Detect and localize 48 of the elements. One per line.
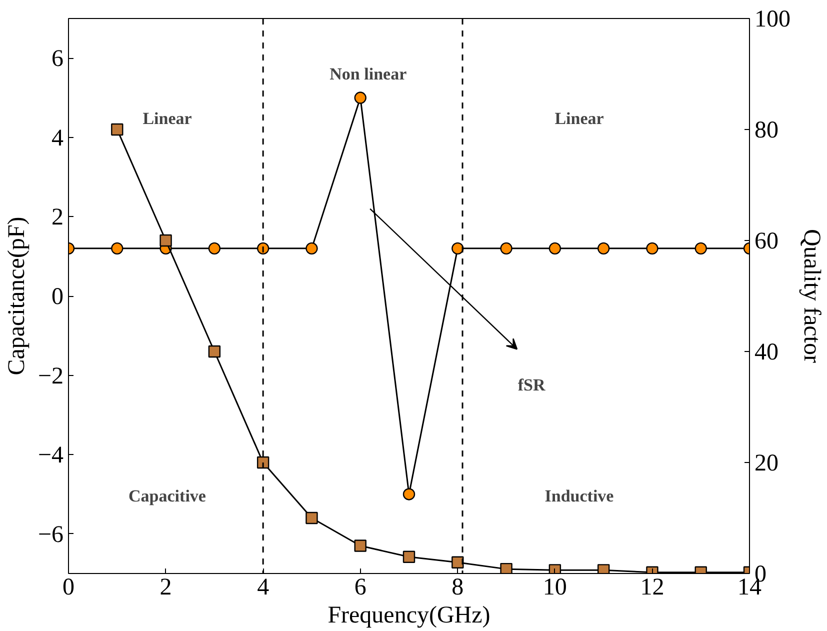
- y-tick-label: 4: [52, 125, 64, 152]
- y-axis-title: Capacitance(pF): [4, 216, 30, 376]
- point: [354, 92, 366, 104]
- y-tick-label: 6: [52, 46, 64, 72]
- point: [500, 562, 512, 574]
- point: [111, 242, 124, 255]
- y2-axis-title: Quality factor: [798, 229, 824, 363]
- annotation: fSR: [518, 375, 546, 394]
- y2-tick-label: 100: [754, 6, 790, 32]
- annotation: Non linear: [330, 64, 408, 84]
- point: [646, 242, 658, 255]
- point: [306, 242, 318, 255]
- x-tick-label: 2: [160, 574, 172, 600]
- y2-tick-label: 20: [754, 450, 778, 476]
- x-tick-label: 8: [452, 574, 464, 600]
- point: [694, 242, 707, 255]
- annotation: Capacitive: [128, 486, 206, 506]
- annotation: Linear: [554, 108, 604, 128]
- x-tick-label: 12: [640, 574, 664, 600]
- y2-tick-label: 80: [754, 118, 778, 144]
- y-tick-label: −6: [38, 522, 64, 548]
- point: [256, 456, 270, 469]
- point: [500, 242, 512, 255]
- x-tick-label: 10: [542, 574, 567, 600]
- point: [256, 242, 270, 255]
- point: [452, 242, 464, 255]
- y-tick-label: 0: [52, 284, 64, 310]
- point: [402, 488, 416, 500]
- point: [354, 540, 366, 552]
- annotation: Inductive: [544, 486, 614, 506]
- point: [306, 512, 318, 524]
- point: [160, 234, 172, 247]
- x-tick-label: 6: [354, 574, 366, 600]
- point: [208, 242, 221, 255]
- x-axis-title: Frequency(GHz): [328, 602, 490, 628]
- y2-tick-label: 40: [754, 340, 778, 366]
- point: [452, 556, 464, 568]
- y-tick-label: 2: [52, 204, 64, 231]
- y-tick-label: −4: [38, 442, 64, 469]
- x-tick-label: 4: [257, 574, 270, 600]
- point: [597, 242, 610, 255]
- y-tick-label: −2: [38, 363, 64, 390]
- point: [402, 550, 416, 563]
- point: [208, 345, 221, 358]
- point: [548, 242, 562, 255]
- annotation: Linear: [142, 108, 192, 128]
- y2-tick-label: 60: [754, 228, 778, 254]
- point: [111, 123, 124, 136]
